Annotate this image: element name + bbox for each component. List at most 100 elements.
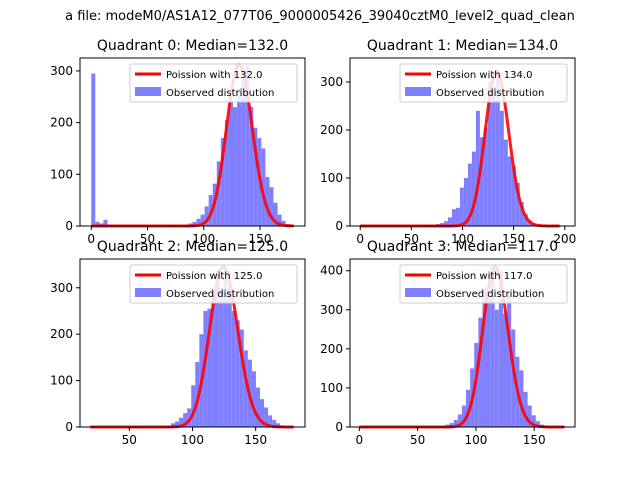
legend-box [129,63,298,103]
histogram-bar [471,151,476,226]
histogram-bar [475,110,480,226]
legend-fit-label: Poission with 132.0 [166,70,262,81]
x-tick-label: 100 [451,232,474,246]
y-tick-label: 0 [335,420,343,434]
legend-hist-swatch [135,288,161,297]
histogram-bar [203,310,208,427]
histogram-bar [183,413,188,427]
histogram-bar [443,221,448,226]
y-tick-label: 300 [50,64,73,78]
legend: Poission with 134.0 Observed distributio… [399,63,568,103]
histogram-bar [463,178,468,226]
histogram-bar [502,313,508,427]
axis-ticks: 0 50 100 150 0 100 200 300 400 [320,264,546,447]
histogram-bar [241,78,246,226]
histogram-bar [466,389,471,427]
legend: Poission with 132.0 Observed distributio… [129,63,298,103]
y-tick-label: 300 [50,281,73,295]
x-tick-label: 150 [502,232,525,246]
histogram-bar [482,288,487,427]
y-tick-label: 300 [320,303,343,317]
y-tick-label: 400 [320,264,343,278]
histogram-bar [276,423,281,427]
histogram-bar [239,329,244,427]
histogram-bar [269,187,274,226]
histogram-bar [459,187,464,226]
histogram-bar [249,107,254,226]
histogram-bar [253,127,258,226]
histogram-bar [95,221,100,226]
histogram-bar [527,405,532,427]
panel-quadrant-1: Quadrant 1: Median=134.0 0 50 100 150 200 0 10… [320,38,576,246]
x-tick-label: 0 [356,232,364,246]
figure-title: a file: modeM0/AS1A12_077T06_9000005426_… [65,9,575,24]
y-tick-label: 0 [335,219,343,233]
histogram-bar [511,166,516,226]
histogram-bar [519,202,524,226]
histogram-bar [264,407,269,427]
y-tick-label: 100 [320,381,343,395]
histogram-bar [219,287,224,427]
histogram-bar [265,176,270,226]
histogram-bar [531,415,536,427]
histogram-bar [175,421,180,427]
x-tick-label: 0 [356,433,364,447]
histogram-bar [195,362,200,427]
histogram-bar [461,405,467,427]
histogram-bar [227,285,232,427]
x-tick-label: 200 [553,232,576,246]
histogram-bars [91,65,294,226]
x-tick-label: 100 [464,433,487,447]
histogram-bar [91,73,96,226]
panel-quadrant-2: Quadrant 2: Median=125.0 50 100 150 0 100 200… [50,239,306,447]
y-tick-label: 100 [50,167,73,181]
histogram-bar [228,101,233,226]
x-tick-label: 50 [404,232,419,246]
panel-quadrant-0: Quadrant 0: Median=132.0 0 50 100 150 0 100 20… [50,38,306,246]
y-tick-label: 100 [50,374,73,388]
histogram-bar [223,278,228,427]
histogram-bar [211,290,216,427]
x-tick-label: 50 [410,433,425,447]
legend-hist-label: Observed distribution [436,88,544,99]
legend-hist-label: Observed distribution [166,289,274,300]
histogram-bar [103,219,108,226]
histogram-bar [451,209,456,226]
histogram-bar [191,385,196,427]
histogram-bar [224,120,229,226]
histogram-bar [204,206,209,226]
x-tick-label: 100 [192,232,215,246]
axis-ticks: 0 50 100 150 200 0 100 200 300 [320,75,576,246]
histogram-bar [233,107,238,226]
histogram-bar [523,391,528,427]
histogram-bar [519,370,524,427]
y-tick-label: 100 [320,171,343,185]
histogram-bar [261,148,266,226]
x-tick-label: 100 [181,433,204,447]
panel-title: Quadrant 3: Median=117.0 [367,239,558,255]
histogram-bar [447,217,452,226]
legend-hist-swatch [405,288,431,297]
histogram-bar [494,309,499,427]
y-tick-label: 0 [65,420,73,434]
histogram-bar [453,419,458,427]
x-tick-label: 50 [140,232,155,246]
histogram-bar [272,420,277,427]
histogram-bar [507,156,512,226]
panel-title: Quadrant 0: Median=132.0 [97,38,288,54]
legend-box [399,264,568,304]
histogram-bar [235,320,240,427]
legend-hist-label: Observed distribution [436,289,544,300]
axis-ticks: 0 50 100 150 0 100 200 300 [50,64,271,246]
histogram-bar [523,214,528,226]
histogram-bar [495,72,500,227]
histogram-bar [479,137,484,226]
legend-hist-swatch [405,87,431,96]
legend-fit-label: Poission with 134.0 [436,70,532,81]
axes-frame [79,57,306,227]
legend: Poission with 117.0 Observed distributio… [399,264,568,304]
histogram-bar [231,310,236,427]
panel-quadrant-3: Quadrant 3: Median=117.0 0 50 100 150 0 100 20… [320,239,576,447]
histogram-bar [478,317,483,427]
